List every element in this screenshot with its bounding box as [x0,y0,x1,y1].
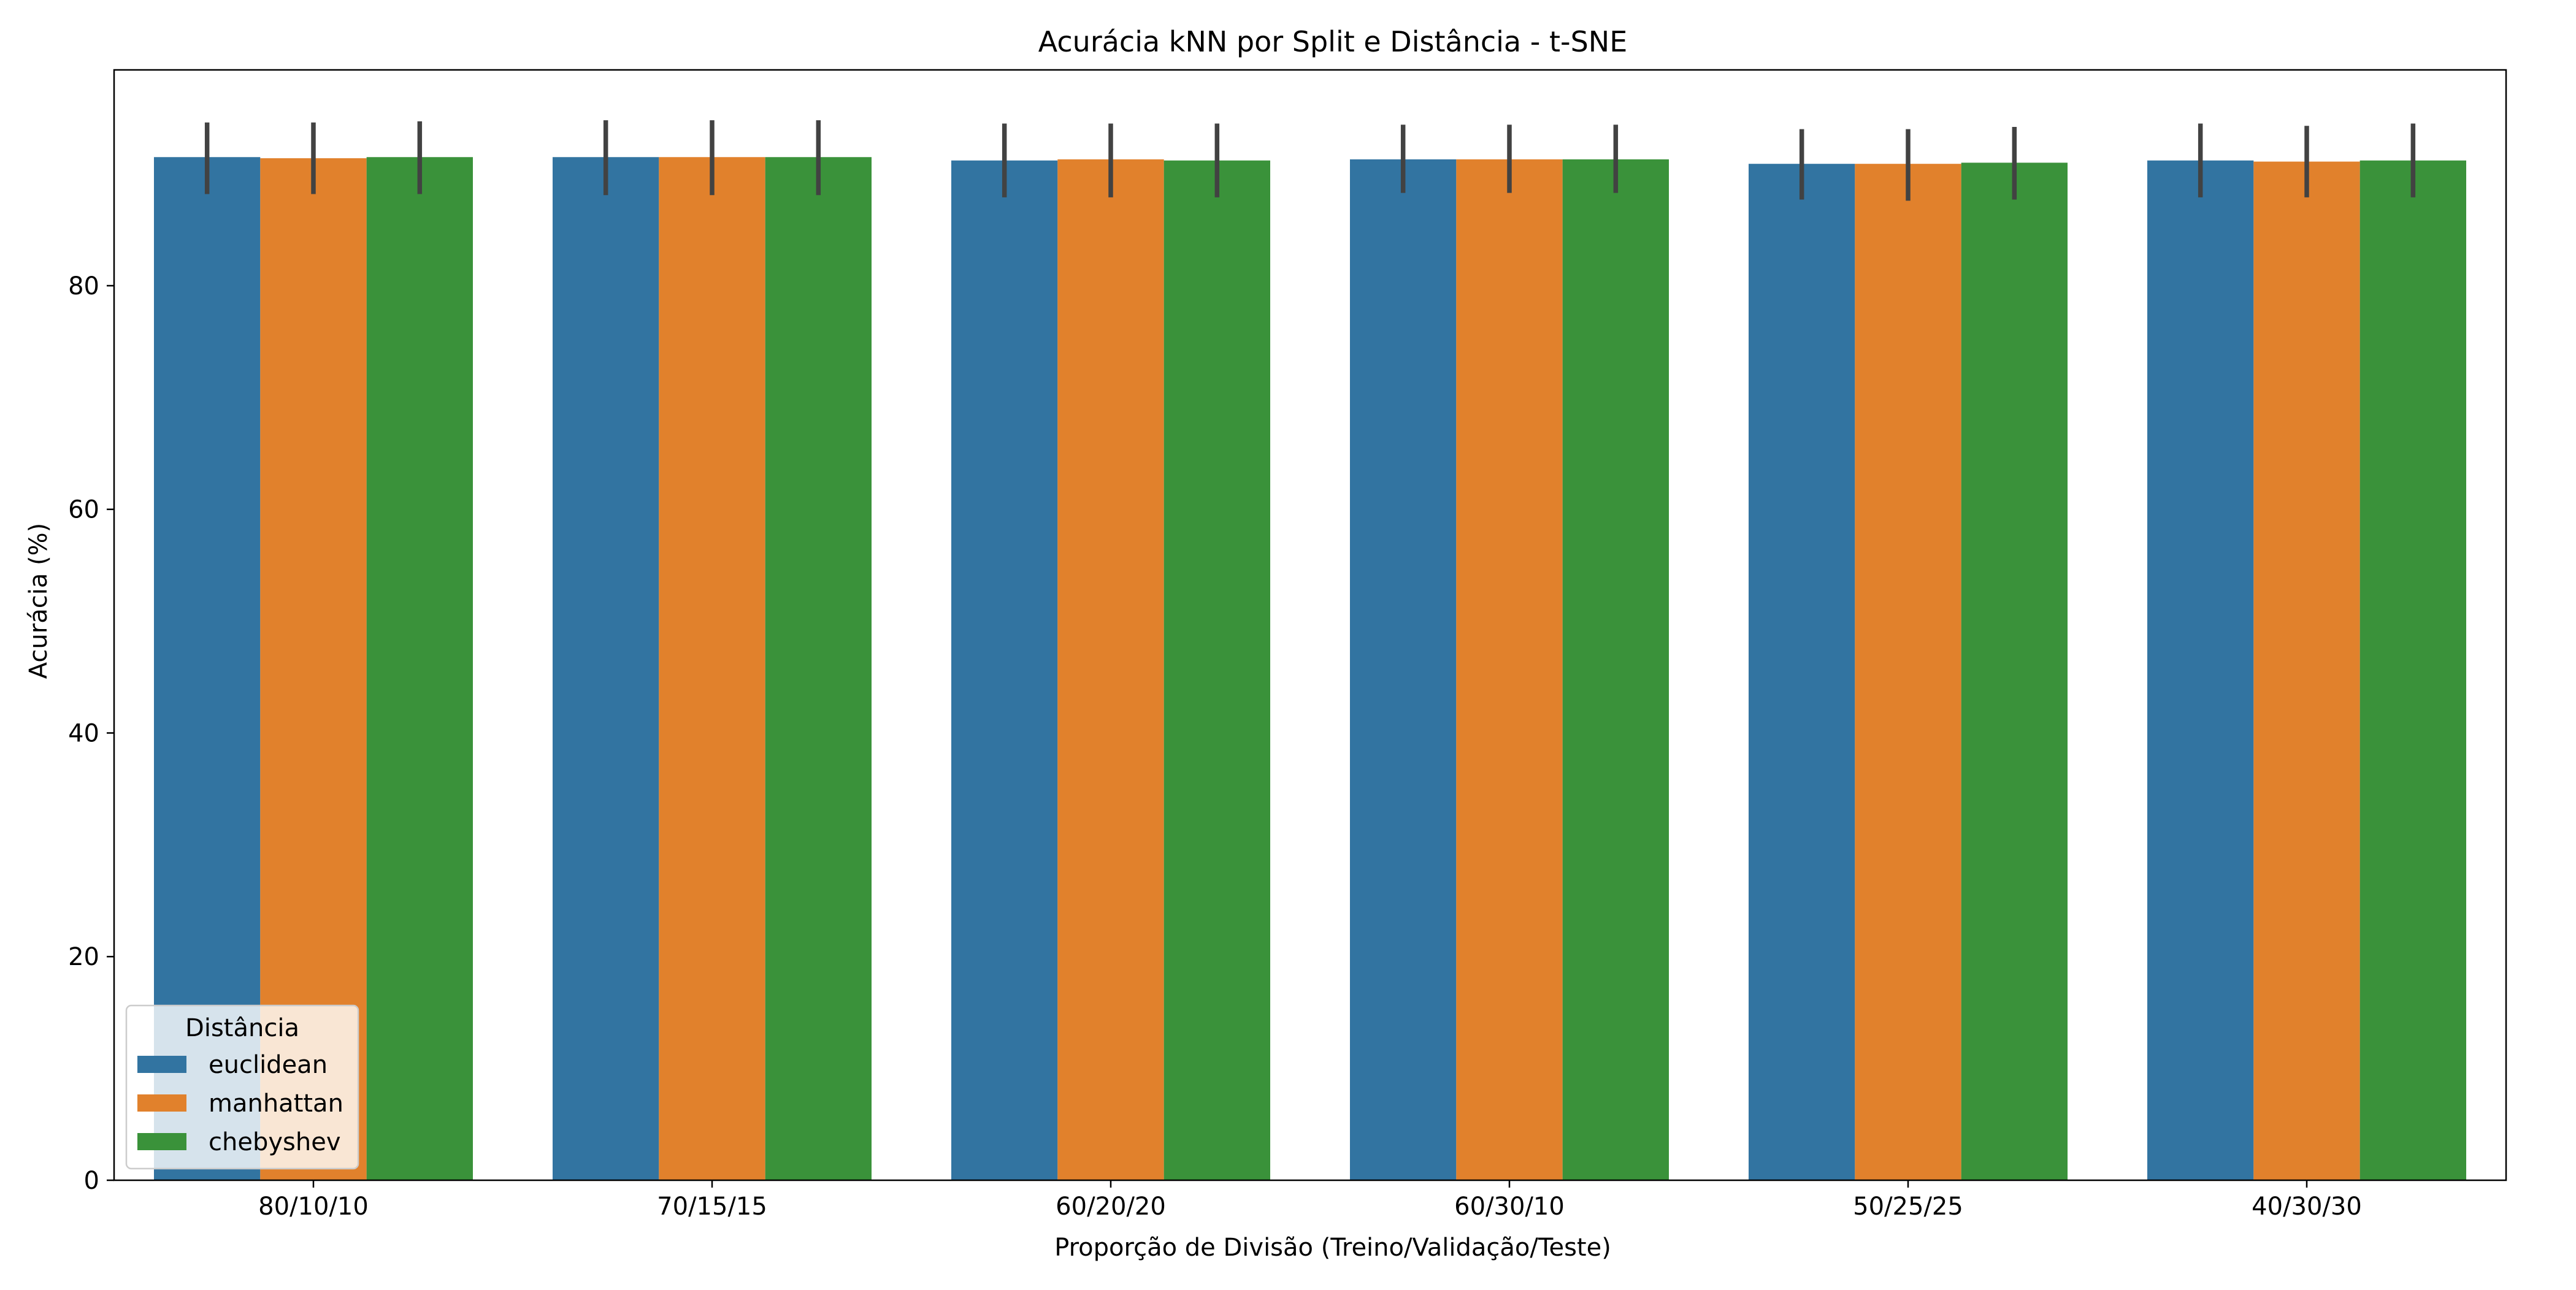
bar-chebyshev-80-10-10 [366,157,473,1180]
bar-chebyshev-60-20-20 [1163,160,1270,1181]
chart-title: Acurácia kNN por Split e Distância - t-S… [1038,25,1628,58]
legend-swatch-chebyshev [137,1133,186,1150]
x-tick-label: 70/15/15 [657,1193,767,1221]
x-axis-label: Proporção de Divisão (Treino/Validação/T… [1054,1234,1611,1262]
legend-label-manhattan: manhattan [209,1090,343,1118]
y-axis-label: Acurácia (%) [25,523,53,679]
error-bars-layer [204,120,2416,201]
y-tick-label: 80 [68,272,99,300]
bar-euclidean-70-15-15 [553,157,659,1180]
bars-layer [154,157,2466,1181]
bar-manhattan-40-30-30 [2253,161,2360,1180]
bar-euclidean-40-30-30 [2147,160,2254,1181]
x-tick-label: 60/20/20 [1056,1193,1166,1221]
legend-label-chebyshev: chebyshev [209,1128,341,1156]
bar-euclidean-60-20-20 [951,160,1058,1181]
bar-manhattan-70-15-15 [659,157,765,1180]
bar-manhattan-60-30-10 [1456,159,1563,1180]
bar-chebyshev-50-25-25 [1961,162,2068,1180]
x-tick-label: 80/10/10 [258,1193,369,1221]
legend-title: Distância [185,1014,299,1042]
legend-label-euclidean: euclidean [209,1051,328,1079]
y-tick-label: 0 [84,1167,99,1195]
bar-manhattan-60-20-20 [1057,159,1164,1180]
bar-manhattan-50-25-25 [1855,164,1961,1181]
y-tick-label: 40 [68,719,99,747]
x-tick-label: 40/30/30 [2252,1193,2362,1221]
bar-euclidean-50-25-25 [1749,164,1855,1181]
legend: Distância euclidean manhattan chebyshev [125,1004,359,1170]
x-tick-label: 60/30/10 [1454,1193,1565,1221]
legend-swatch-euclidean [137,1056,186,1073]
bar-chebyshev-40-30-30 [2359,160,2466,1181]
bar-chebyshev-70-15-15 [765,157,872,1180]
x-tick-label: 50/25/25 [1853,1193,1963,1221]
plot-frame [113,69,2507,1181]
y-tick-label: 20 [68,943,99,971]
bar-euclidean-60-30-10 [1350,159,1457,1180]
legend-swatch-manhattan [137,1094,186,1112]
legend-box [125,1004,359,1170]
bar-chebyshev-60-30-10 [1562,159,1669,1180]
axes-layer: 0 20 40 60 80 80/10/10 70/15/15 60/20/20 60/30/1… [68,69,2507,1221]
y-tick-label: 60 [68,496,99,524]
